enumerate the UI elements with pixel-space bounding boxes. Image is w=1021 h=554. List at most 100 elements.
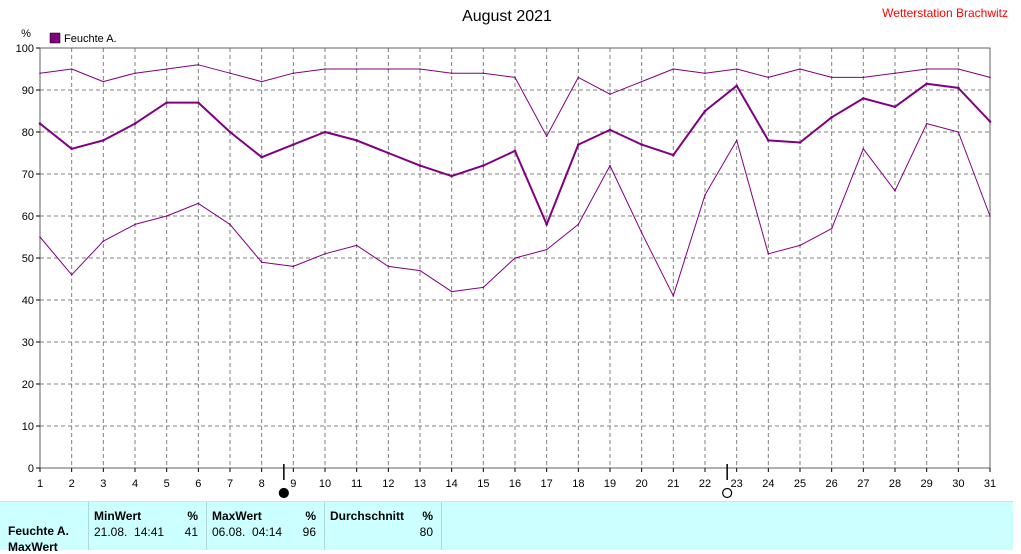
- data-point-average: [672, 153, 675, 157]
- data-point-min: [292, 265, 295, 268]
- x-tick-label: 31: [984, 478, 996, 490]
- y-tick-label: 0: [28, 463, 34, 475]
- data-point-average: [862, 97, 865, 100]
- data-point-max: [609, 93, 611, 95]
- data-point-max: [672, 68, 675, 70]
- new-moon-icon: [722, 487, 733, 499]
- data-point-max: [545, 135, 548, 137]
- data-point-max: [514, 76, 516, 79]
- data-point-average: [387, 151, 390, 155]
- y-tick-label: 20: [22, 379, 34, 391]
- data-point-max: [292, 72, 295, 74]
- data-point-min: [767, 253, 770, 255]
- data-point-min: [862, 148, 865, 150]
- y-tick-label: 60: [22, 211, 34, 223]
- average-unit: %: [422, 509, 433, 523]
- y-tick-label: 50: [22, 253, 34, 265]
- row-label-second: MaxWert: [8, 540, 58, 554]
- legend-label: Feuchte A.: [64, 33, 117, 45]
- data-point-max: [767, 76, 770, 79]
- data-point-min: [102, 240, 105, 242]
- data-point-max: [102, 80, 105, 83]
- data-point-min: [387, 265, 390, 268]
- data-point-average: [450, 174, 453, 178]
- data-point-average: [830, 116, 833, 119]
- data-point-max: [577, 76, 580, 79]
- min-value-cell: MinWert % 21.08. 14:41 41: [89, 502, 207, 550]
- data-point-max: [39, 72, 41, 74]
- x-tick-label: 23: [731, 478, 743, 490]
- y-axis: 0 10 20 30 40 50 60 70 80 90 100: [16, 43, 40, 475]
- x-tick-label: 12: [382, 478, 394, 490]
- max-unit: %: [305, 509, 316, 523]
- data-point-min: [260, 261, 263, 264]
- full-moon-icon: [278, 487, 289, 499]
- data-point-min: [482, 286, 485, 289]
- x-tick-label: 9: [290, 478, 296, 490]
- x-tick-label: 28: [889, 478, 901, 490]
- data-point-max: [355, 68, 358, 70]
- data-point-min: [830, 227, 833, 230]
- data-point-min: [735, 139, 738, 142]
- x-tick-label: 1: [37, 478, 43, 490]
- y-tick-label: 90: [22, 85, 34, 97]
- data-point-max: [862, 76, 865, 79]
- data-point-max: [957, 68, 960, 70]
- min-header: MinWert: [94, 509, 142, 523]
- data-point-average: [957, 86, 960, 90]
- max-value-cell: MaxWert % 06.08. 04:14 96: [207, 502, 325, 550]
- data-point-average: [577, 143, 580, 146]
- x-tick-label: 13: [414, 478, 426, 490]
- data-point-average: [925, 82, 928, 85]
- y-tick-label: 100: [16, 43, 34, 55]
- data-point-average: [133, 122, 137, 125]
- data-point-max: [735, 68, 738, 70]
- data-point-min: [925, 122, 928, 125]
- data-point-average: [323, 130, 327, 134]
- data-point-max: [799, 68, 801, 70]
- data-point-min: [197, 202, 200, 205]
- data-point-average: [197, 101, 200, 104]
- data-point-average: [228, 130, 232, 134]
- min-value: 41: [184, 525, 198, 539]
- data-point-average: [767, 139, 770, 142]
- average-value-cell: Durchschnitt % 80: [325, 502, 442, 550]
- moon-phase-markers: [278, 464, 733, 499]
- data-point-min: [704, 194, 706, 196]
- x-tick-label: 24: [762, 478, 774, 490]
- data-point-average: [798, 141, 802, 144]
- data-point-min: [229, 223, 231, 226]
- y-tick-label: 40: [22, 295, 34, 307]
- x-tick-label: 3: [100, 478, 106, 490]
- data-point-max: [197, 64, 200, 66]
- x-tick-label: 30: [952, 478, 964, 490]
- data-point-max: [450, 72, 453, 74]
- x-tick-label: 17: [541, 478, 553, 490]
- x-tick-label: 8: [259, 478, 265, 490]
- max-when: 06.08. 04:14: [212, 525, 283, 539]
- y-tick-label: 70: [22, 169, 34, 181]
- data-point-average: [513, 149, 517, 153]
- x-tick-label: 14: [446, 478, 458, 490]
- data-point-max: [894, 72, 896, 74]
- data-point-max: [165, 68, 168, 70]
- data-point-min: [989, 215, 991, 217]
- x-tick-label: 4: [132, 478, 138, 490]
- data-point-min: [545, 248, 548, 251]
- table-row-label-cell: Feuchte A. MaxWert: [0, 502, 89, 554]
- data-point-max: [704, 72, 706, 74]
- data-point-average: [988, 120, 992, 123]
- legend-swatch: [49, 32, 61, 44]
- data-point-average: [640, 143, 643, 146]
- statistics-table: Feuchte A. MaxWert MinWert % 21.08. 14:4…: [0, 501, 1013, 554]
- x-tick-label: 19: [604, 478, 616, 490]
- data-point-max: [70, 68, 73, 70]
- data-point-max: [260, 80, 263, 83]
- data-point-average: [70, 147, 73, 151]
- data-point-average: [608, 128, 612, 132]
- data-point-average: [482, 164, 485, 167]
- data-point-min: [39, 236, 41, 238]
- data-point-max: [640, 80, 643, 83]
- data-point-max: [482, 72, 485, 74]
